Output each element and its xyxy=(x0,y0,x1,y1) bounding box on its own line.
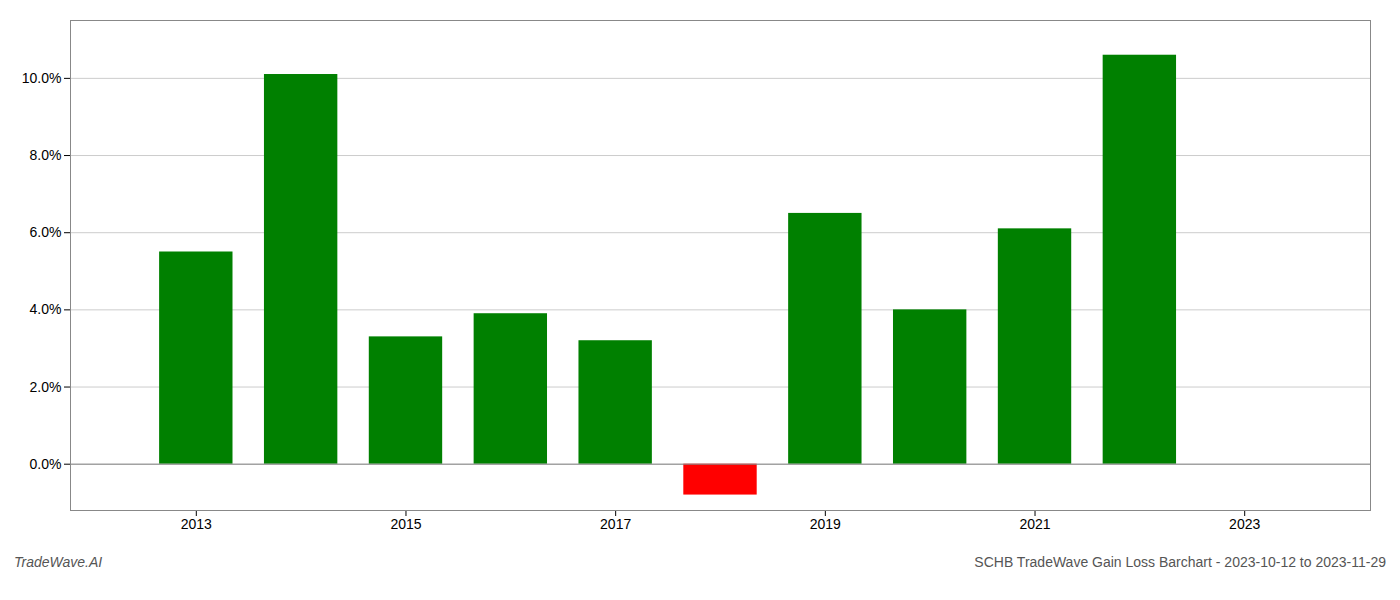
svg-text:0.0%: 0.0% xyxy=(30,456,62,472)
svg-text:2017: 2017 xyxy=(600,516,631,532)
svg-text:2015: 2015 xyxy=(390,516,421,532)
svg-text:2019: 2019 xyxy=(810,516,841,532)
svg-text:2.0%: 2.0% xyxy=(30,379,62,395)
svg-text:2021: 2021 xyxy=(1019,516,1050,532)
svg-text:6.0%: 6.0% xyxy=(30,224,62,240)
svg-text:8.0%: 8.0% xyxy=(30,147,62,163)
svg-text:10.0%: 10.0% xyxy=(22,70,62,86)
svg-text:2013: 2013 xyxy=(181,516,212,532)
html-text:TradeWave.AI: TradeWave.AI xyxy=(14,554,103,570)
html-text:SCHB TradeWave Gain Loss Barch: SCHB TradeWave Gain Loss Barchart - 2023… xyxy=(974,554,1386,570)
svg-text:4.0%: 4.0% xyxy=(30,301,62,317)
svg-text:2023: 2023 xyxy=(1229,516,1260,532)
